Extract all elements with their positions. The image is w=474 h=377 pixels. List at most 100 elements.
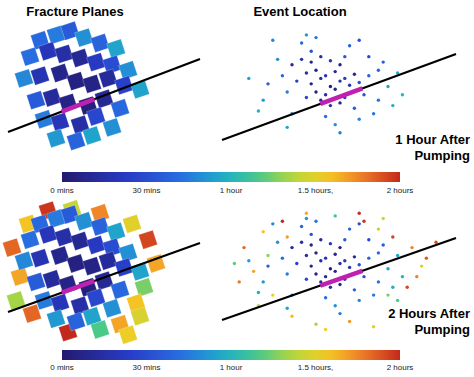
event <box>334 70 337 73</box>
wellbore <box>222 54 456 140</box>
fracture-plane <box>47 309 66 328</box>
event <box>386 85 389 88</box>
event <box>242 246 245 249</box>
fracture-plane <box>119 325 138 344</box>
event <box>281 74 284 77</box>
event <box>415 275 418 278</box>
figure: Fracture PlanesEvent Location0 mins30 mi… <box>0 0 474 377</box>
event <box>290 63 293 66</box>
plot-area <box>247 33 404 134</box>
event <box>343 55 346 58</box>
event <box>348 227 351 230</box>
fracture-plane <box>103 118 122 137</box>
panel-title: Event Location <box>253 4 346 19</box>
annotation-line: Pumping <box>414 322 470 337</box>
event <box>382 243 385 246</box>
event <box>401 275 404 278</box>
fracture-plane <box>83 307 102 326</box>
fracture-plane <box>39 225 58 244</box>
colorbar-label: 1 hour <box>220 186 243 195</box>
wellbore <box>8 59 200 132</box>
event <box>329 85 332 88</box>
event <box>314 251 317 254</box>
event <box>271 39 274 42</box>
event <box>391 104 394 107</box>
fracture-plane <box>87 236 106 255</box>
fracture-plane <box>21 47 40 66</box>
event <box>324 74 327 77</box>
event <box>391 286 394 289</box>
event <box>386 293 389 296</box>
colorbar-label: 1 hour <box>220 363 243 372</box>
event <box>358 81 361 84</box>
stage <box>320 271 362 286</box>
fracture-plane <box>67 312 86 331</box>
event <box>300 225 303 228</box>
fracture-plane <box>107 39 126 58</box>
fracture-plane <box>103 299 122 318</box>
stage <box>62 281 95 293</box>
event <box>314 272 317 275</box>
fracture-plane <box>75 212 94 231</box>
event <box>396 299 399 302</box>
event <box>353 288 356 291</box>
event <box>338 312 341 315</box>
event <box>377 98 380 101</box>
fracture-plane <box>51 246 70 265</box>
event <box>262 230 265 233</box>
event <box>305 212 308 215</box>
fracture-plane <box>83 257 102 276</box>
panel-title: Fracture Planes <box>26 4 124 19</box>
event <box>338 101 341 104</box>
event <box>362 93 365 96</box>
event <box>420 264 423 267</box>
event <box>266 254 269 257</box>
event <box>314 90 317 93</box>
colorbar <box>62 172 400 182</box>
fracture-plane <box>31 66 50 85</box>
event <box>324 328 327 331</box>
event <box>314 220 317 223</box>
event <box>271 293 274 296</box>
event <box>310 50 313 53</box>
event <box>358 299 361 302</box>
event <box>262 280 265 283</box>
event <box>358 118 361 121</box>
event <box>367 74 370 77</box>
fracture-plane <box>21 230 40 249</box>
event <box>367 256 370 259</box>
event <box>310 233 313 236</box>
event <box>305 278 308 281</box>
event <box>372 293 375 296</box>
fracture-plane <box>111 280 130 299</box>
event <box>276 241 279 244</box>
event <box>281 256 284 259</box>
event <box>362 275 365 278</box>
event <box>348 44 351 47</box>
event <box>314 36 317 39</box>
event <box>367 238 370 241</box>
event <box>276 58 279 61</box>
plot-area <box>3 200 166 344</box>
colorbar-label: 2 hours <box>387 186 414 195</box>
event <box>338 246 341 249</box>
event <box>324 296 327 299</box>
event <box>247 77 250 80</box>
event <box>382 60 385 63</box>
event <box>372 112 375 115</box>
fracture-plane <box>139 230 158 249</box>
event <box>343 238 346 241</box>
event <box>310 82 313 85</box>
annotation: 1 Hour AfterPumping <box>395 132 470 163</box>
event <box>348 320 351 323</box>
event <box>319 259 322 262</box>
fracture-plane <box>51 64 70 83</box>
event <box>305 71 308 74</box>
event <box>338 63 341 66</box>
event <box>286 307 289 310</box>
annotation-line: Pumping <box>414 148 470 163</box>
event <box>319 238 322 241</box>
event <box>271 222 274 225</box>
event <box>329 104 332 107</box>
event <box>290 315 293 318</box>
